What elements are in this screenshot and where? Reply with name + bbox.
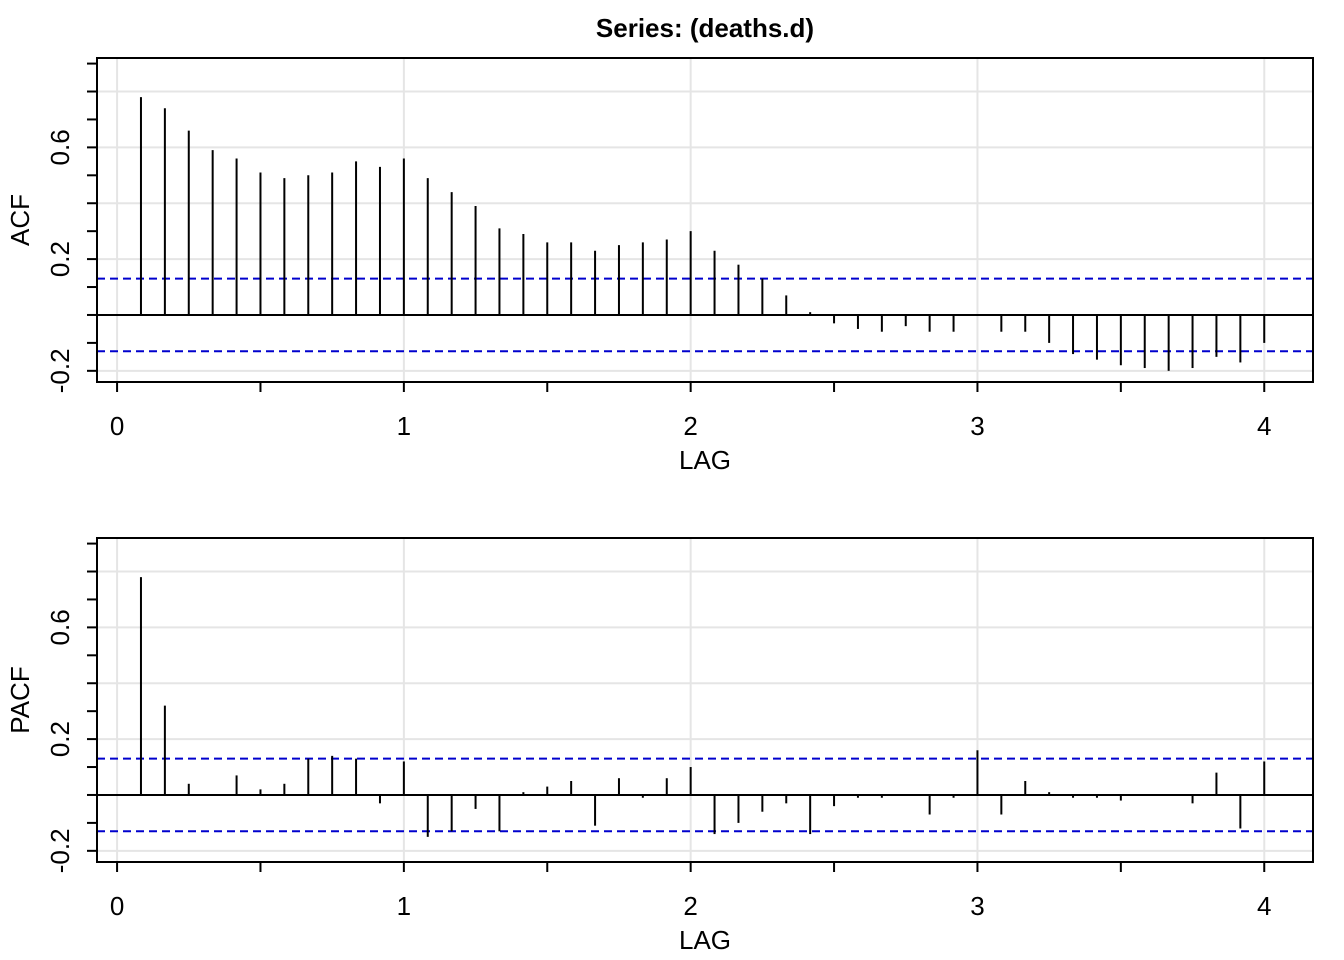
y-tick-label: 0.6 xyxy=(45,129,75,165)
y-axis-label: ACF xyxy=(5,194,35,246)
y-tick-label: 0.6 xyxy=(45,609,75,645)
x-tick-label: 4 xyxy=(1257,411,1271,441)
x-tick-label: 1 xyxy=(397,891,411,921)
y-tick-label: -0.2 xyxy=(45,348,75,393)
x-tick-label: 3 xyxy=(970,891,984,921)
y-axis-label: PACF xyxy=(5,666,35,733)
x-tick-label: 0 xyxy=(110,411,124,441)
chart-title: Series: (deaths.d) xyxy=(596,13,814,43)
x-tick-label: 2 xyxy=(683,891,697,921)
x-axis-label: LAG xyxy=(679,925,731,955)
y-tick-label: 0.2 xyxy=(45,241,75,277)
x-axis-label: LAG xyxy=(679,445,731,475)
y-tick-label: 0.2 xyxy=(45,721,75,757)
plot-frame xyxy=(96,537,1314,863)
plot-frame xyxy=(96,57,1314,383)
y-tick-label: -0.2 xyxy=(45,828,75,873)
x-tick-label: 1 xyxy=(397,411,411,441)
x-tick-label: 4 xyxy=(1257,891,1271,921)
x-tick-label: 0 xyxy=(110,891,124,921)
x-tick-label: 3 xyxy=(970,411,984,441)
x-tick-label: 2 xyxy=(683,411,697,441)
